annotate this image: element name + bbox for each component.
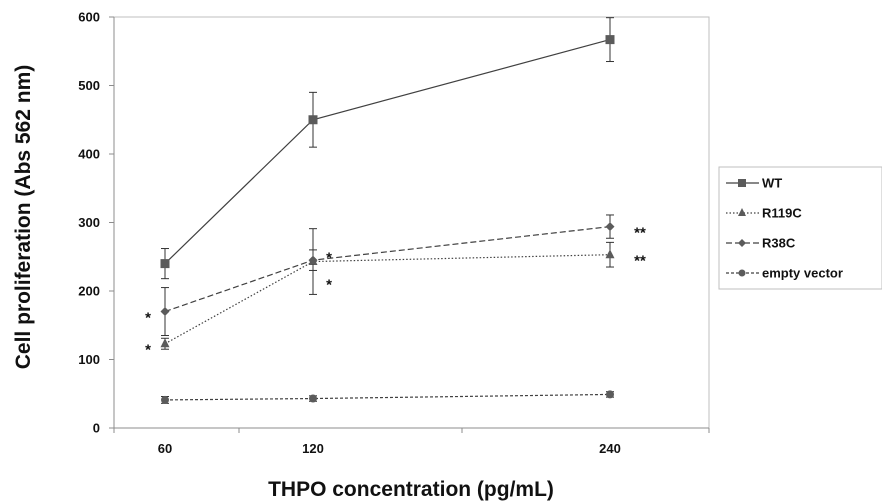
data-point-r119c (605, 249, 615, 259)
legend-marker-wt (738, 179, 746, 187)
data-point-empty-vector (606, 390, 614, 399)
data-point-wt (160, 259, 170, 269)
legend-box (718, 166, 882, 290)
x-axis-title: THPO concentration (pg/mL) (268, 478, 554, 501)
series-line-r38c (164, 226, 611, 313)
series-r38c (160, 214, 615, 337)
data-point-empty-vector (161, 395, 169, 404)
y-tick-label: 600 (78, 10, 100, 25)
significance-marker: * (145, 310, 151, 327)
legend-item-wt: WT (726, 176, 782, 191)
legend-item-empty-vector: empty vector (726, 266, 843, 281)
legend-label-empty-vector: empty vector (762, 266, 843, 281)
significance-marker: ** (634, 225, 646, 242)
y-tick-label: 100 (78, 352, 100, 367)
significance-marker: * (326, 249, 332, 266)
legend-label-wt: WT (762, 176, 782, 191)
series-line-wt (164, 39, 611, 265)
data-point-wt (605, 35, 615, 45)
legend-label-r38c: R38C (762, 236, 796, 251)
legend-item-r38c: R38C (726, 236, 796, 251)
series-line-empty-vector (164, 393, 611, 401)
y-tick-label: 200 (78, 284, 100, 299)
y-tick-label: 300 (78, 215, 100, 230)
legend-label-r119c: R119C (762, 206, 802, 221)
data-point-r38c (605, 222, 615, 232)
data-point-wt (308, 115, 318, 125)
data-point-empty-vector (309, 394, 317, 403)
significance-marker: ** (634, 253, 646, 270)
y-axis-title: Cell proliferation (Abs 562 nm) (12, 65, 35, 370)
significance-marker: * (145, 342, 151, 359)
y-tick-label: 500 (78, 78, 100, 93)
legend-marker-r119c (738, 208, 746, 216)
legend-item-r119c: R119C (726, 206, 802, 221)
series-line-r119c (164, 254, 611, 345)
legend-marker-r38c (738, 239, 746, 247)
data-point-r38c (308, 255, 318, 265)
legend-marker-empty-vector (738, 269, 746, 277)
legend: WT R119C R38C empty vector (718, 166, 882, 290)
y-tick-label: 0 (93, 421, 100, 436)
y-tick-label: 400 (78, 147, 100, 162)
data-point-r38c (160, 307, 170, 317)
plot-frame (113, 16, 710, 429)
significance-marker: * (326, 277, 332, 294)
x-tick-label: 60 (158, 441, 172, 456)
data-point-r119c (160, 338, 170, 348)
series-empty-vector (161, 390, 614, 404)
x-tick-label: 240 (599, 441, 621, 456)
x-tick-label: 120 (302, 441, 324, 456)
series-wt (160, 17, 615, 280)
